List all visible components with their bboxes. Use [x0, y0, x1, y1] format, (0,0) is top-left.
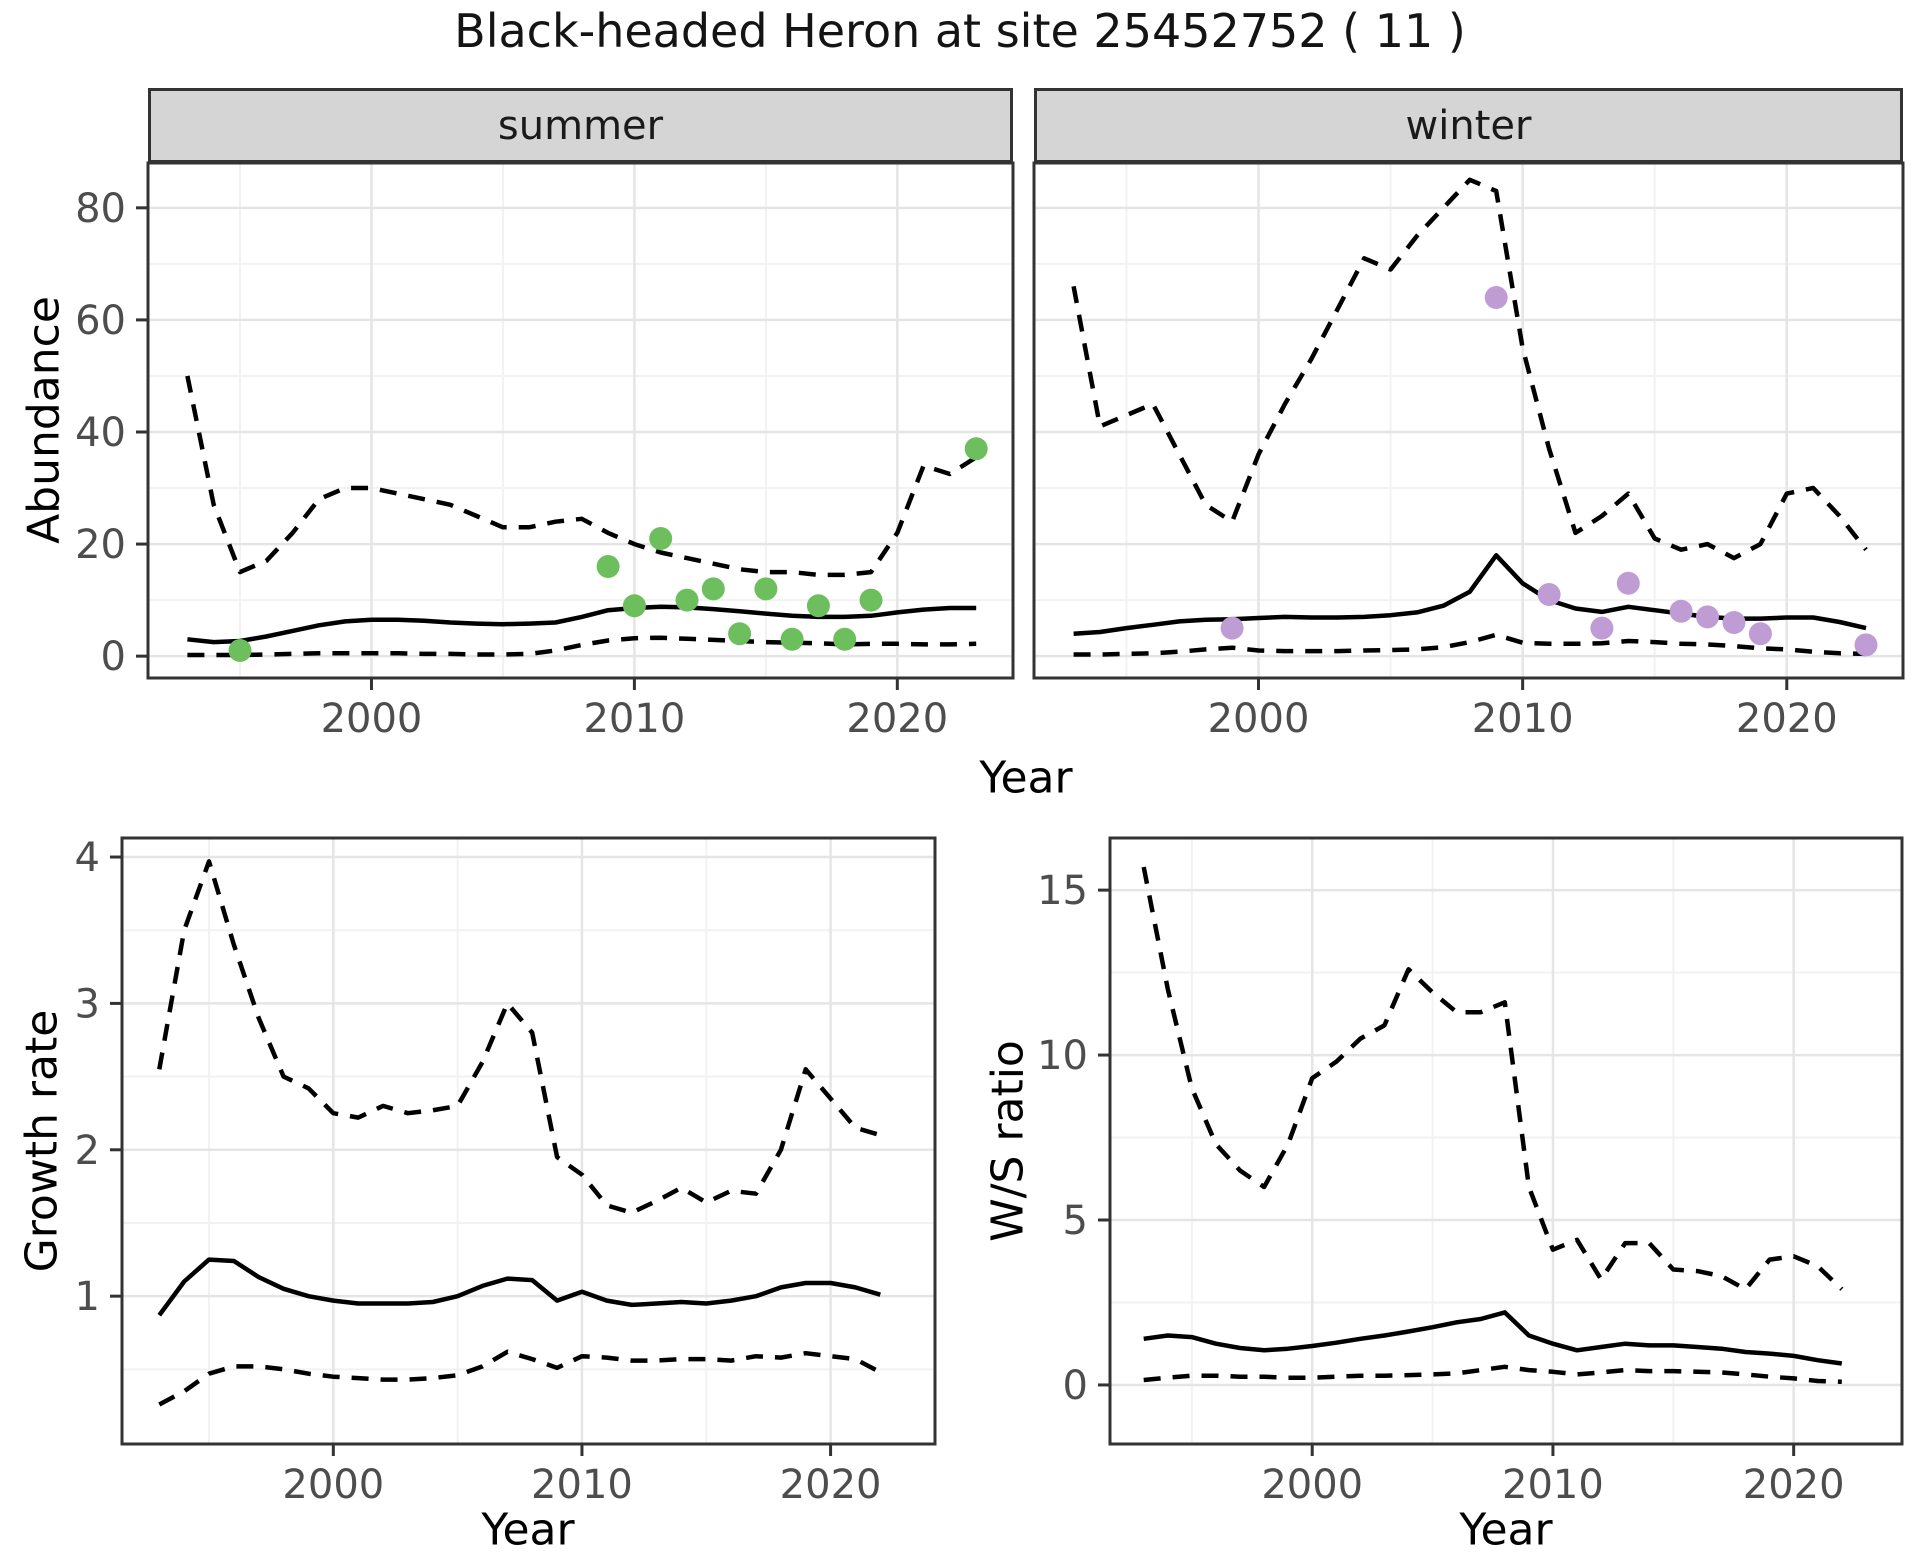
observation-point — [780, 627, 804, 651]
x-tick-label: 2010 — [583, 696, 685, 742]
chart-title: Black-headed Heron at site 25452752 ( 11… — [454, 4, 1466, 58]
y-tick-label: 15 — [1037, 868, 1088, 914]
lower-ci-line-abundance-winter — [1073, 632, 1867, 657]
abundance-winter-panel-border — [1032, 161, 1905, 680]
x-tick-label: 2000 — [282, 1462, 384, 1508]
observation-point — [754, 577, 778, 601]
y-tick-label: 60 — [75, 298, 126, 344]
observation-point — [228, 639, 252, 662]
growth-rate-panel: 2000 2010 2020 1 2 3 4 — [75, 835, 937, 1508]
x-axis-title-year-growth: Year — [481, 1504, 575, 1556]
facet-strip-winter-label: winter — [1405, 102, 1532, 149]
lower-ci-line-growth-rate — [158, 1349, 882, 1407]
ws-ratio-panel-border — [1108, 836, 1904, 1446]
upper-ci-line-abundance-winter — [1071, 177, 1868, 561]
observation-point — [806, 594, 830, 618]
observation-point — [649, 527, 673, 550]
growth-rate-panel-border — [120, 836, 937, 1446]
upper-ci-line-abundance-summer — [185, 375, 978, 578]
observation-point — [1220, 616, 1244, 640]
observation-point — [728, 622, 752, 646]
facet-strip-winter: winter — [1034, 88, 1903, 163]
x-tick-label: 2010 — [1502, 1462, 1604, 1508]
upper-ci-line-ws-ratio — [1141, 866, 1844, 1292]
y-tick-label: 10 — [1037, 1033, 1088, 1079]
ws-ratio-panel: 2000 2010 2020 0 5 10 15 — [1037, 836, 1904, 1508]
observation-point — [1696, 605, 1719, 629]
y-axis-title-growth-rate: Growth rate — [16, 1009, 68, 1273]
y-tick-label: 2 — [75, 1128, 100, 1174]
x-axis-title-year-ws: Year — [1459, 1504, 1553, 1556]
abundance-summer-panel: 2000 2010 2020 0 20 40 60 80 — [75, 161, 1015, 742]
y-tick-label: 1 — [75, 1274, 100, 1320]
observation-point — [964, 437, 988, 461]
x-tick-label: 2000 — [1208, 696, 1310, 742]
x-axis-title-year-top: Year — [979, 752, 1073, 804]
y-tick-label: 3 — [75, 981, 100, 1027]
observation-point — [1748, 622, 1772, 646]
y-tick-label: 20 — [75, 522, 126, 568]
x-tick-label: 2020 — [1736, 696, 1838, 742]
y-tick-label: 0 — [1063, 1363, 1088, 1409]
abundance-summer-panel-border — [146, 161, 1015, 680]
observation-point — [1616, 571, 1640, 595]
y-axis-title-ws-ratio: W/S ratio — [982, 1040, 1034, 1242]
upper-ci-line-growth-rate — [157, 859, 881, 1215]
x-tick-label: 2010 — [531, 1462, 633, 1508]
y-tick-label: 4 — [75, 835, 100, 881]
y-axis-title-abundance: Abundance — [18, 296, 70, 544]
observation-point — [859, 588, 883, 612]
ws-ratio-panel-bg — [1110, 838, 1902, 1444]
observation-point — [701, 577, 725, 601]
fit-line-growth-rate — [157, 1257, 881, 1317]
x-tick-label: 2000 — [1261, 1462, 1363, 1508]
lower-ci-line-abundance-summer — [187, 635, 977, 658]
x-tick-label: 2000 — [321, 696, 423, 742]
y-tick-label: 40 — [75, 410, 126, 456]
observation-point — [1669, 599, 1693, 623]
x-tick-label: 2020 — [780, 1462, 882, 1508]
fit-line-abundance-summer — [187, 604, 977, 645]
observation-point — [833, 627, 857, 651]
x-tick-label: 2020 — [846, 696, 948, 742]
observation-point — [596, 555, 620, 578]
x-tick-label: 2020 — [1743, 1462, 1845, 1508]
abundance-winter-panel: 2000 2010 2020 — [1032, 161, 1905, 742]
observation-point — [1484, 286, 1508, 309]
observation-point — [1537, 583, 1561, 606]
observation-point — [1722, 611, 1746, 634]
observation-point — [1590, 616, 1614, 640]
observation-point — [675, 588, 699, 612]
fit-line-ws-ratio — [1143, 1310, 1843, 1366]
facet-strip-summer: summer — [148, 88, 1013, 163]
observation-point — [622, 594, 646, 618]
lower-ci-line-ws-ratio — [1143, 1364, 1842, 1384]
facet-strip-summer-label: summer — [497, 102, 664, 149]
x-tick-label: 2010 — [1472, 696, 1574, 742]
y-tick-label: 80 — [75, 186, 126, 232]
observation-point — [1854, 633, 1878, 657]
growth-rate-panel-bg — [122, 838, 935, 1444]
y-tick-label: 0 — [101, 634, 126, 680]
y-tick-label: 5 — [1063, 1198, 1088, 1244]
